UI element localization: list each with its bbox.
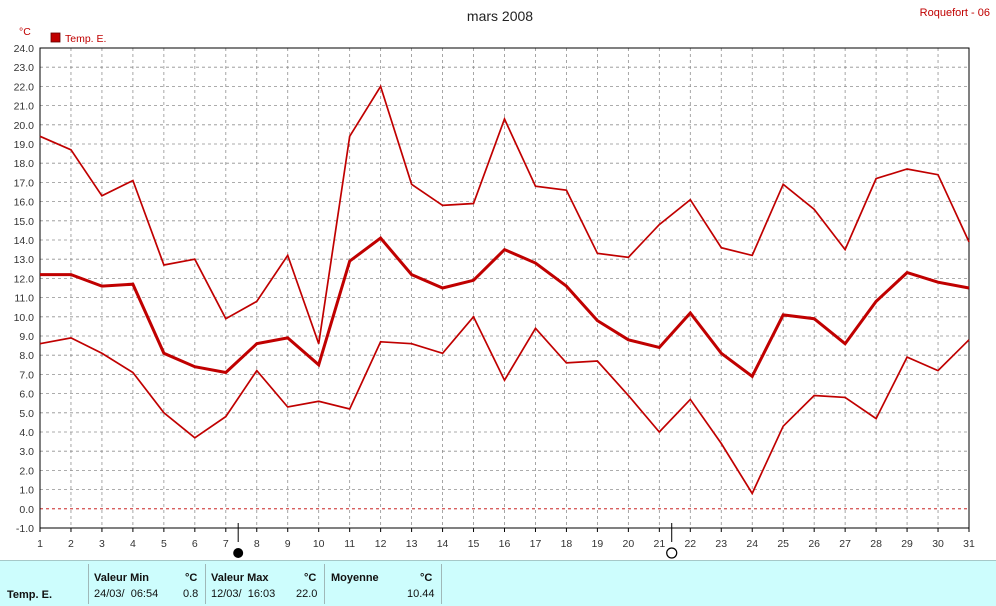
full-moon-icon bbox=[233, 548, 244, 558]
chart-title: mars 2008 bbox=[467, 8, 533, 24]
footer-mean-cell: Moyenne °C 10.44 bbox=[325, 561, 441, 606]
y-tick-label: 18.0 bbox=[14, 158, 35, 170]
y-tick-label: 23.0 bbox=[14, 62, 35, 74]
y-tick-label: 3.0 bbox=[19, 446, 34, 458]
y-tick-label: 1.0 bbox=[19, 485, 34, 497]
x-tick-label: 18 bbox=[561, 538, 573, 550]
statistics-footer: Temp. E. Valeur Min °C 24/03/ 06:54 0.8 … bbox=[0, 560, 996, 606]
x-tick-label: 1 bbox=[37, 538, 43, 550]
y-tick-label: 4.0 bbox=[19, 427, 34, 439]
y-tick-label: 7.0 bbox=[19, 369, 34, 381]
x-tick-label: 15 bbox=[468, 538, 480, 550]
footer-divider bbox=[324, 564, 325, 604]
footer-max-cell: Valeur Max °C 12/03/ 16:03 22.0 bbox=[206, 561, 324, 606]
y-tick-label: 8.0 bbox=[19, 350, 34, 362]
y-tick-label: 11.0 bbox=[14, 293, 34, 305]
x-tick-label: 8 bbox=[254, 538, 260, 550]
y-tick-label: 5.0 bbox=[19, 408, 34, 420]
x-tick-label: 23 bbox=[715, 538, 727, 550]
x-tick-label: 29 bbox=[901, 538, 913, 550]
x-tick-label: 2 bbox=[68, 538, 74, 550]
y-tick-label: 0.0 bbox=[19, 504, 34, 516]
new-moon-icon bbox=[666, 547, 678, 559]
max-datetime: 12/03/ 16:03 bbox=[211, 588, 276, 600]
x-tick-label: 11 bbox=[344, 538, 355, 550]
temperature-chart: mars 2008 Roquefort - 06 °C Temp. E. -1.… bbox=[14, 7, 990, 559]
y-tick-label: 14.0 bbox=[14, 235, 35, 247]
moon-phase-markers bbox=[233, 523, 678, 559]
x-tick-label: 16 bbox=[499, 538, 511, 550]
x-tick-label: 7 bbox=[223, 538, 229, 550]
x-axis-tick-labels: 1 2 3 4 5 6 7 8 9 10 11 12 13 14 15 16 17 18 19 20 21 22 23 24 2… bbox=[37, 538, 975, 550]
x-tick-label: 31 bbox=[963, 538, 975, 550]
x-tick-label: 13 bbox=[406, 538, 418, 550]
y-axis-unit: °C bbox=[19, 26, 31, 38]
x-tick-label: 25 bbox=[777, 538, 789, 550]
y-tick-label: 2.0 bbox=[19, 465, 34, 477]
footer-min-cell: Valeur Min °C 24/03/ 06:54 0.8 bbox=[89, 561, 205, 606]
legend-label: Temp. E. bbox=[65, 33, 106, 45]
series-max-line bbox=[39, 84, 970, 344]
min-unit: °C bbox=[185, 572, 198, 584]
x-tick-label: 9 bbox=[285, 538, 291, 550]
y-tick-label: 24.0 bbox=[14, 43, 35, 55]
x-tick-label: 22 bbox=[684, 538, 696, 550]
x-tick-label: 5 bbox=[161, 538, 167, 550]
max-label: Valeur Max bbox=[211, 572, 269, 584]
y-tick-label: 22.0 bbox=[14, 81, 35, 93]
station-name: Roquefort - 06 bbox=[920, 7, 990, 19]
mean-value: 10.44 bbox=[407, 588, 435, 600]
min-value: 0.8 bbox=[183, 588, 199, 600]
footer-series-cell: Temp. E. bbox=[0, 561, 88, 606]
x-tick-label: 17 bbox=[530, 538, 542, 550]
x-tick-label: 26 bbox=[808, 538, 820, 550]
y-tick-label: 19.0 bbox=[14, 139, 35, 151]
x-tick-label: 14 bbox=[437, 538, 449, 550]
grid-lines bbox=[40, 47, 969, 529]
max-unit: °C bbox=[304, 572, 317, 584]
footer-divider bbox=[205, 564, 206, 604]
series-mean-line bbox=[40, 236, 970, 379]
footer-divider bbox=[88, 564, 89, 604]
y-tick-label: 9.0 bbox=[19, 331, 34, 343]
x-tick-label: 3 bbox=[99, 538, 105, 550]
mean-label: Moyenne bbox=[331, 572, 379, 584]
y-tick-label: 17.0 bbox=[14, 177, 35, 189]
x-tick-label: 28 bbox=[870, 538, 882, 550]
y-tick-label: 10.0 bbox=[14, 312, 35, 324]
y-tick-label: 6.0 bbox=[19, 389, 34, 401]
y-tick-label: -1.0 bbox=[16, 523, 34, 535]
y-tick-label: 20.0 bbox=[14, 120, 35, 132]
x-tick-label: 10 bbox=[313, 538, 325, 550]
x-tick-label: 30 bbox=[932, 538, 944, 550]
y-axis-tick-labels: -1.0 0.0 1.0 2.0 3.0 4.0 5.0 6.0 7.0 8.0 9.0 10.0 11… bbox=[14, 43, 35, 535]
x-tick-label: 24 bbox=[746, 538, 758, 550]
y-tick-label: 15.0 bbox=[14, 216, 35, 228]
footer-series-label: Temp. E. bbox=[7, 589, 53, 601]
x-tick-label: 12 bbox=[375, 538, 387, 550]
x-tick-label: 20 bbox=[623, 538, 635, 550]
y-tick-label: 16.0 bbox=[14, 197, 35, 209]
x-tick-label: 6 bbox=[192, 538, 198, 550]
y-tick-label: 21.0 bbox=[14, 101, 35, 113]
x-tick-label: 21 bbox=[653, 538, 665, 550]
series-lines bbox=[39, 84, 970, 496]
x-tick-label: 19 bbox=[592, 538, 604, 550]
mean-unit: °C bbox=[420, 572, 433, 584]
y-tick-label: 13.0 bbox=[14, 254, 35, 266]
footer-divider bbox=[441, 564, 442, 604]
min-datetime: 24/03/ 06:54 bbox=[94, 588, 159, 600]
min-label: Valeur Min bbox=[94, 572, 150, 584]
legend-swatch bbox=[50, 32, 61, 43]
max-value: 22.0 bbox=[296, 588, 318, 600]
x-tick-label: 27 bbox=[839, 538, 851, 550]
x-tick-label: 4 bbox=[130, 538, 136, 550]
series-min-line bbox=[39, 315, 970, 496]
y-tick-label: 12.0 bbox=[14, 273, 35, 285]
